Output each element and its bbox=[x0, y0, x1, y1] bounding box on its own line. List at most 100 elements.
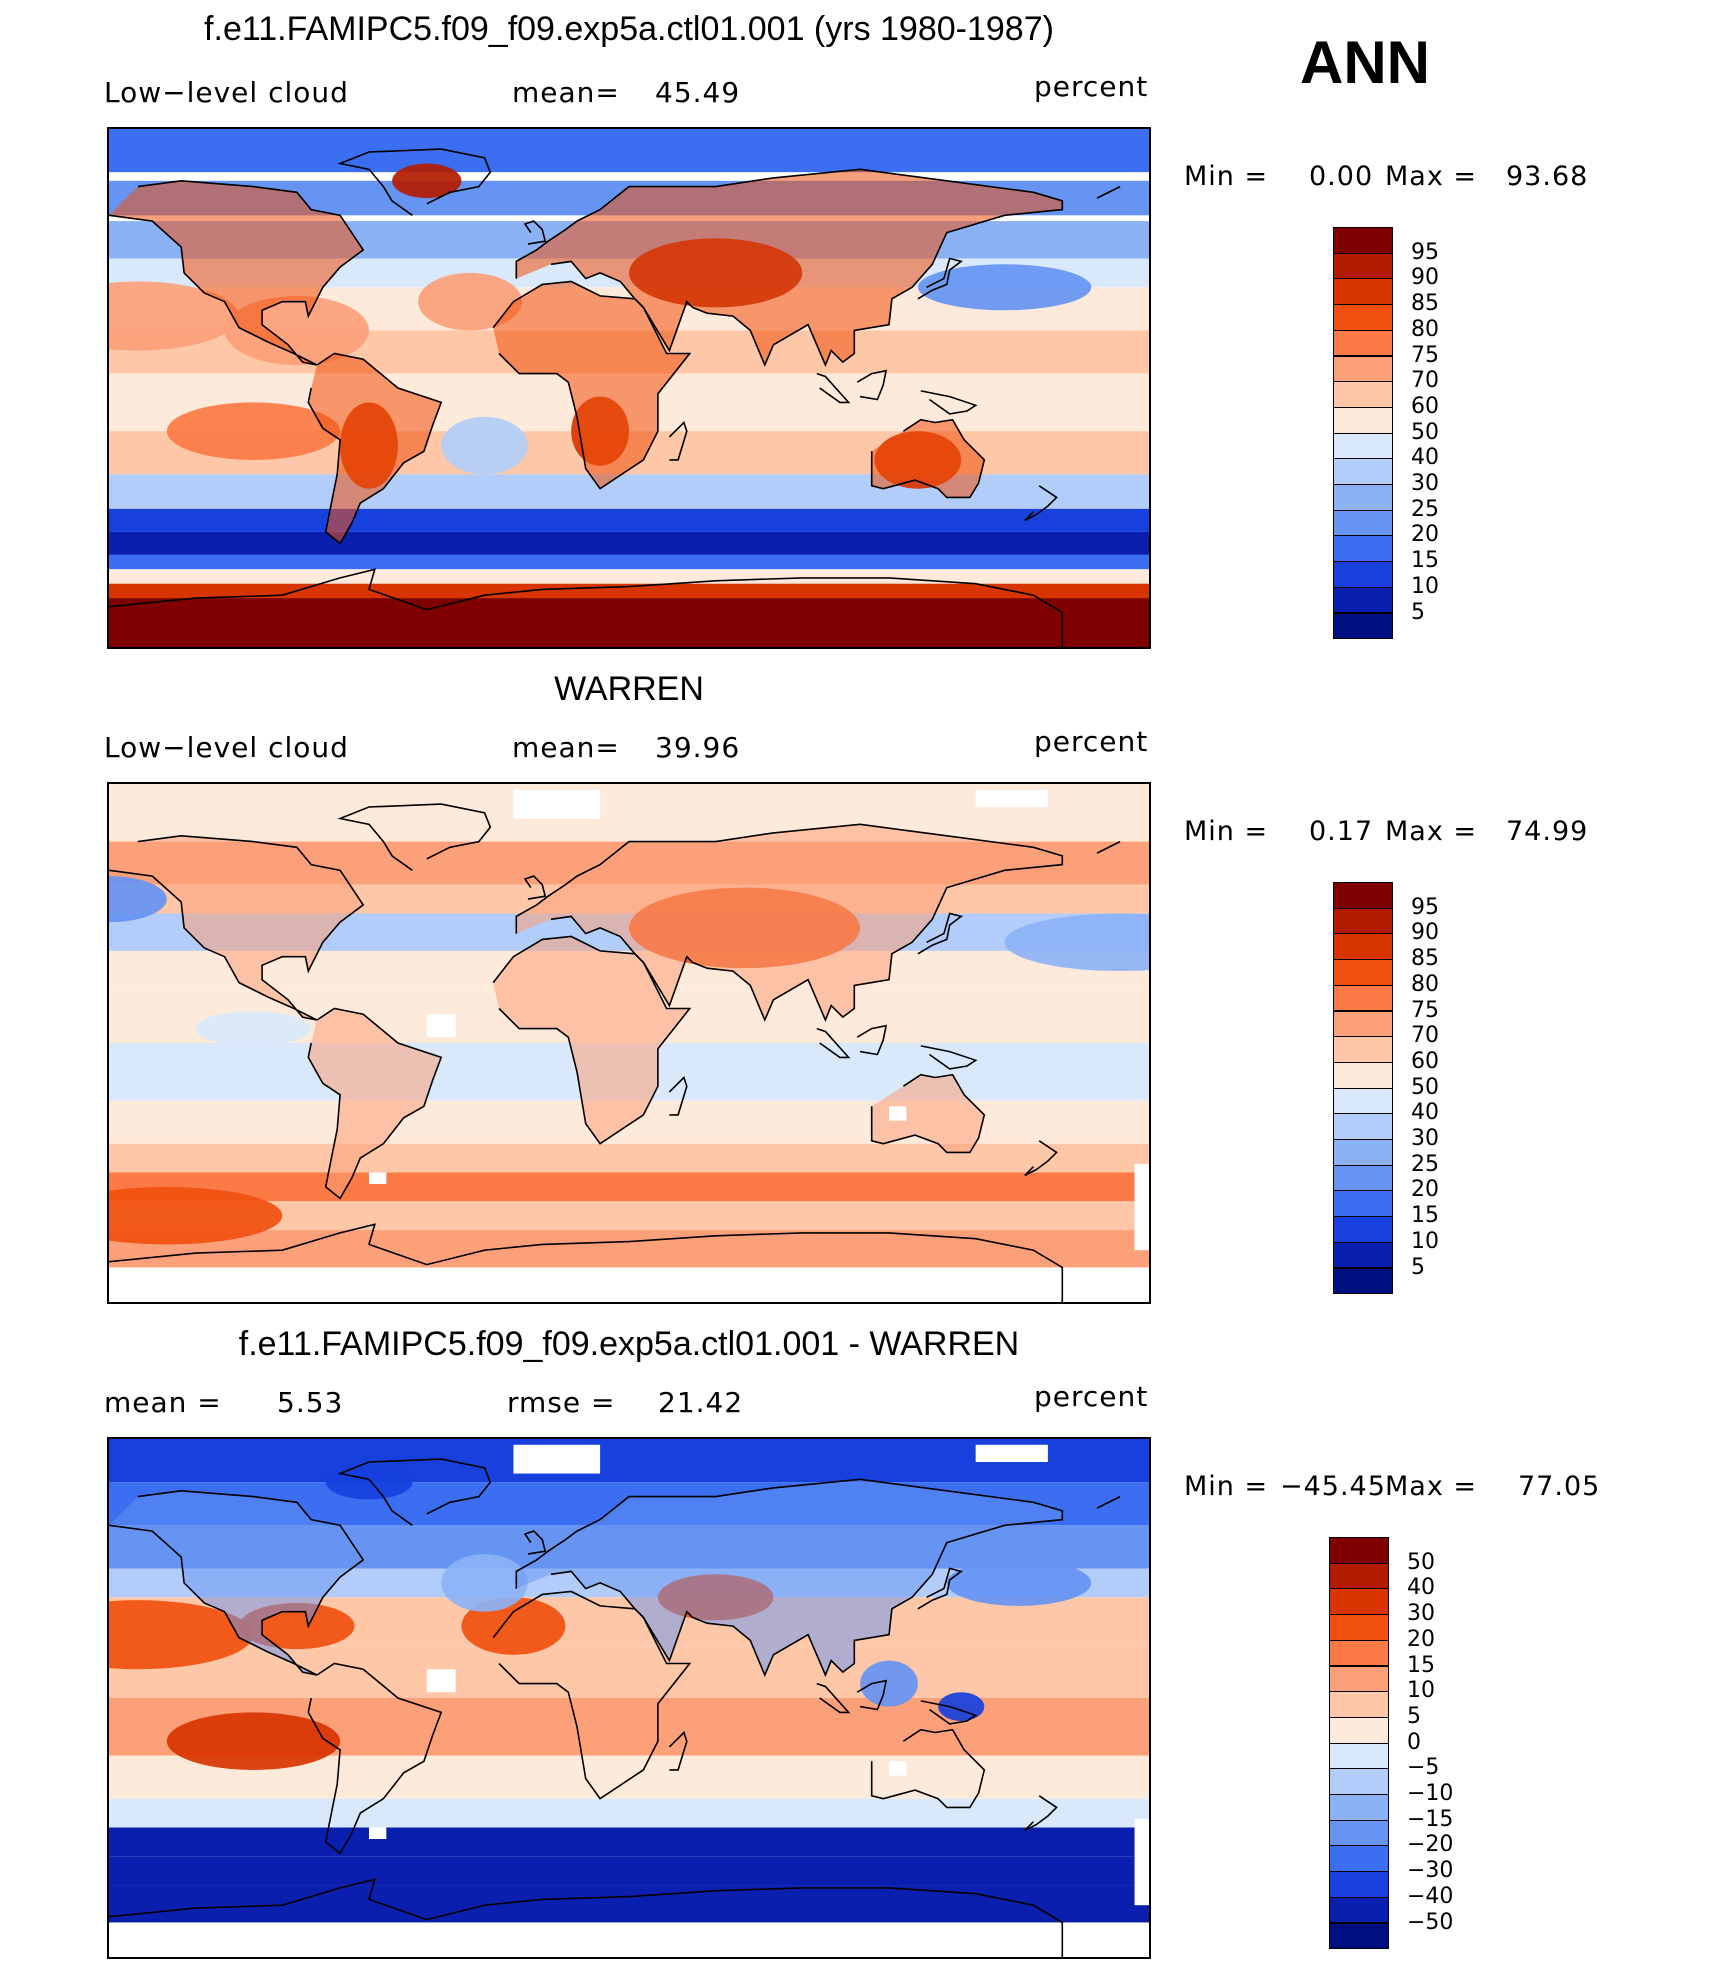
colorbar-tick-label: 15 bbox=[1411, 1203, 1439, 1229]
colorbar-swatch bbox=[1333, 252, 1393, 280]
colorbar-tick-label: 5 bbox=[1411, 1254, 1425, 1280]
panel-2-title: WARREN bbox=[554, 670, 704, 708]
map-band bbox=[109, 129, 1149, 173]
map-band bbox=[109, 1827, 1149, 1857]
colorbar-swatch bbox=[1329, 1794, 1389, 1821]
colorbar-tick-label: −20 bbox=[1407, 1832, 1454, 1858]
map-feature bbox=[441, 416, 528, 475]
colorbar-swatch bbox=[1333, 355, 1393, 383]
colorbar-tick-label: 95 bbox=[1411, 894, 1439, 920]
map-field-layers bbox=[109, 784, 1149, 1302]
colorbar-tick-label: 30 bbox=[1411, 1126, 1439, 1151]
colorbar-swatch bbox=[1329, 1614, 1389, 1641]
map-land-field bbox=[871, 419, 985, 498]
map-band bbox=[109, 569, 1149, 584]
map-feature bbox=[1004, 913, 1149, 972]
map-feature bbox=[418, 272, 523, 331]
colorbar-tick-label: 60 bbox=[1411, 393, 1439, 419]
colorbar-tick-label: 60 bbox=[1411, 1048, 1439, 1074]
map-feature bbox=[109, 1186, 283, 1245]
colorbar-tick-label: −30 bbox=[1407, 1858, 1454, 1884]
colorbar-tick-label: −40 bbox=[1407, 1883, 1454, 1909]
colorbar-swatch bbox=[1333, 1216, 1393, 1243]
map-land-field bbox=[516, 1479, 1063, 1675]
coastline-antarctica bbox=[109, 1878, 1064, 1957]
panel-1-min-value: 0.00 bbox=[1309, 161, 1374, 192]
map-feature bbox=[166, 402, 341, 460]
colorbar-swatch bbox=[1333, 227, 1393, 254]
coastline-eurasia bbox=[515, 168, 1064, 368]
colorbar-swatch bbox=[1333, 1036, 1393, 1063]
colorbar-swatch bbox=[1333, 984, 1393, 1012]
map-feature bbox=[860, 1660, 918, 1707]
colorbar-tick-label: 90 bbox=[1411, 920, 1439, 946]
coastline-australia bbox=[870, 1728, 986, 1809]
map-feature bbox=[392, 163, 462, 199]
map-missing-data bbox=[975, 1444, 1048, 1463]
coastlines bbox=[109, 148, 1121, 647]
colorbar-tick-label: −50 bbox=[1407, 1909, 1454, 1935]
map-feature bbox=[195, 1011, 312, 1046]
colorbar-tick-label: 75 bbox=[1411, 342, 1439, 368]
panel-2-map bbox=[107, 782, 1151, 1304]
colorbar-swatch bbox=[1329, 1665, 1389, 1693]
coastline-sumatra bbox=[816, 1682, 851, 1714]
coastline-madagascar bbox=[668, 1731, 688, 1771]
colorbar-swatch bbox=[1333, 612, 1393, 640]
panel-1-mean-label: mean= bbox=[512, 76, 620, 109]
colorbar-swatch bbox=[1329, 1768, 1389, 1795]
coastline-sumatra bbox=[816, 1027, 851, 1059]
panel-2-max-value: 74.99 bbox=[1506, 816, 1589, 847]
coastline-uk bbox=[523, 220, 547, 245]
map-missing-data bbox=[889, 1761, 907, 1776]
colorbar-tick-label: 80 bbox=[1411, 971, 1439, 997]
coastline-nz bbox=[1024, 1140, 1058, 1177]
colorbar-tick-label: 10 bbox=[1411, 1228, 1439, 1254]
map-land-field bbox=[493, 281, 690, 489]
map-feature bbox=[938, 1692, 985, 1722]
map-band bbox=[109, 1885, 1149, 1923]
coastline-africa bbox=[492, 280, 692, 490]
map-band bbox=[109, 508, 1149, 532]
map-feature bbox=[946, 1559, 1092, 1606]
map-field-layers bbox=[109, 1439, 1149, 1957]
colorbar-swatch bbox=[1333, 458, 1393, 485]
coastline-borneo bbox=[856, 1024, 888, 1056]
panel-1-map-field bbox=[109, 129, 1149, 647]
panel-1-min-label: Min = bbox=[1184, 161, 1269, 192]
map-land-field bbox=[516, 824, 1063, 1020]
colorbar-tick-label: 10 bbox=[1411, 573, 1439, 599]
panel-1-title: f.e11.FAMIPC5.f09_f09.exp5a.ctl01.001 (y… bbox=[204, 10, 1054, 48]
coastline-antarctica bbox=[109, 1223, 1064, 1302]
coastline-nz bbox=[1024, 485, 1058, 522]
colorbar-tick-label: 5 bbox=[1407, 1703, 1421, 1729]
colorbar-swatch bbox=[1333, 329, 1393, 357]
colorbar-swatch bbox=[1329, 1896, 1389, 1924]
map-feature bbox=[166, 1712, 341, 1770]
map-land-field bbox=[308, 1008, 442, 1199]
map-land-field bbox=[109, 835, 364, 1020]
map-missing-data bbox=[1134, 1163, 1149, 1251]
coastline-namerica bbox=[109, 179, 365, 366]
coastline-uk bbox=[523, 875, 547, 900]
panel-2-max-label: Max = bbox=[1385, 816, 1478, 847]
map-land-field bbox=[871, 1074, 985, 1153]
panel-3-title: f.e11.FAMIPC5.f09_f09.exp5a.ctl01.001 - … bbox=[238, 1325, 1020, 1363]
colorbar-swatch bbox=[1333, 278, 1393, 306]
colorbar-swatch bbox=[1333, 1241, 1393, 1269]
colorbar-swatch bbox=[1333, 933, 1393, 961]
map-feature bbox=[109, 1600, 254, 1670]
coastline-africa bbox=[492, 935, 692, 1145]
colorbar-swatch bbox=[1333, 535, 1393, 563]
coastline-newguinea bbox=[920, 1700, 978, 1725]
colorbar-swatch bbox=[1333, 882, 1393, 909]
map-missing-data bbox=[975, 789, 1048, 808]
map-land-field bbox=[516, 169, 1063, 365]
colorbar-tick-label: 50 bbox=[1407, 1549, 1435, 1575]
map-band bbox=[109, 1856, 1149, 1886]
colorbar-tick-label: 30 bbox=[1407, 1601, 1435, 1627]
colorbar-swatch bbox=[1333, 509, 1393, 537]
colorbar-tick-label: 95 bbox=[1411, 239, 1439, 265]
coastline-nz bbox=[1024, 1795, 1058, 1832]
coastline-antarctica bbox=[109, 568, 1064, 647]
